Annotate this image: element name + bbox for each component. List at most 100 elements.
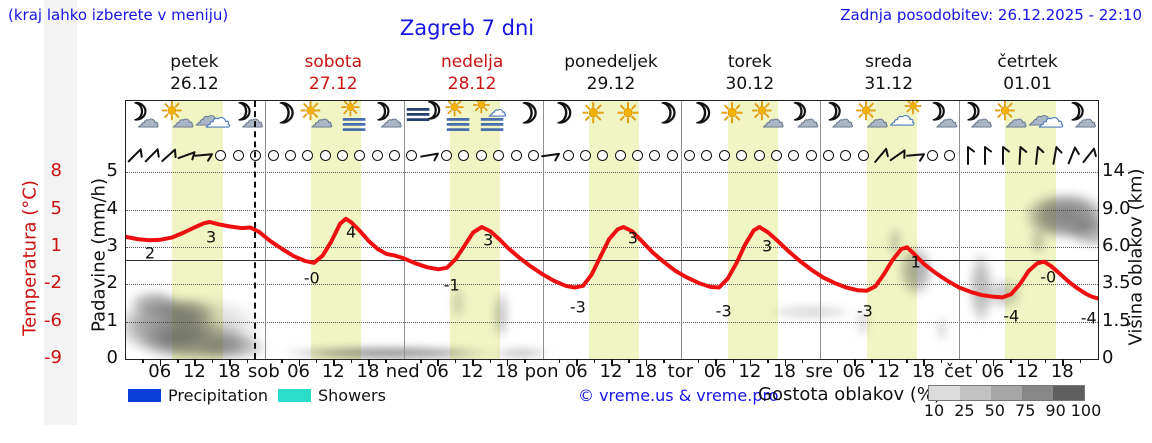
page-title: Zagreb 7 dni: [399, 16, 535, 40]
cloud-sun-icon: ☀ ☁: [888, 101, 926, 136]
x-tick: [593, 359, 596, 363]
wind-barb-icon: [541, 145, 561, 165]
left-axis-band: [44, 0, 77, 425]
x-tick: [784, 359, 787, 366]
x-tick: [645, 359, 648, 366]
sun-cloud-icon: ☀ ☁: [749, 101, 787, 136]
wind-calm-icon: [319, 150, 331, 161]
day-name-label: nedelja: [440, 52, 504, 72]
sun-cloud-icon: ☀ ☁: [853, 101, 891, 136]
x-tick: [906, 359, 908, 363]
temp-value-label: -3: [569, 297, 586, 317]
x-tick: [1079, 359, 1082, 363]
moon-glyph: ☽: [924, 100, 947, 126]
cloud-height-tick-label: 6.0: [1102, 235, 1131, 256]
precipitation-legend-swatch: [128, 389, 161, 402]
temp-value-label: 1: [910, 252, 921, 272]
colorbar-segment: [929, 386, 960, 400]
sun-glyph: ☀: [615, 100, 641, 130]
x-hour-label: 06: [842, 361, 866, 382]
grid-line: [126, 210, 1098, 211]
cloud-glyph: ☁: [796, 108, 819, 133]
x-tick: [437, 359, 439, 366]
wind-calm-icon: [389, 150, 401, 161]
temp-value-label: -3: [856, 301, 873, 321]
x-tick: [1010, 359, 1012, 363]
x-day-label: sre: [805, 361, 834, 382]
day-boundary-line: [264, 101, 266, 359]
moon-icon: ☽: [645, 101, 683, 136]
temp-tick-label: -2: [44, 272, 62, 293]
cloud-glyph: ☁: [380, 108, 403, 133]
wind-calm-icon: [441, 150, 453, 161]
x-tick: [281, 359, 283, 363]
sun-fog-icon: ☀ ≡: [437, 101, 475, 136]
moon-icon: ☽: [680, 101, 718, 136]
wind-barb-icon: [159, 145, 179, 165]
moon-glyph: ☽: [126, 100, 149, 126]
temp-value-label: -1: [443, 275, 460, 295]
x-hour-label: 06: [564, 361, 588, 382]
moon-icon: ☽: [263, 100, 301, 136]
x-tick: [489, 359, 491, 363]
sun-glyph: ☀: [580, 100, 606, 130]
fogd-glyph: ≡: [403, 100, 434, 128]
cloud-density-blob: [1030, 227, 1046, 255]
wind-barb-icon: [888, 145, 908, 165]
sun-cloud-icon: ☀ ☁: [159, 101, 197, 136]
wind-calm-icon: [614, 150, 626, 161]
moon-glyph: ☽: [270, 100, 296, 130]
x-tick: [454, 359, 457, 363]
grid-line: [126, 322, 1098, 323]
moon-cloud-icon: ☽ ☁: [819, 101, 857, 136]
temp-value-label: 3: [205, 227, 217, 247]
cloud-height-tick-label: 14: [1102, 160, 1125, 181]
day-name-label: sreda: [865, 52, 913, 72]
copyright-link[interactable]: © vreme.us & vreme.pro: [578, 386, 779, 405]
x-tick: [246, 359, 248, 363]
precip-tick-label: 3: [106, 235, 118, 256]
cloud-density-blob: [280, 346, 496, 359]
wind-calm-icon: [736, 150, 748, 161]
temp-tick-label: -9: [44, 347, 62, 368]
x-day-label: ned: [385, 361, 420, 382]
x-tick: [992, 359, 995, 366]
x-hour-label: 06: [287, 361, 311, 382]
cloud-density-blob: [856, 308, 870, 338]
moon-glyph: ☽: [230, 100, 253, 126]
x-hour-label: 06: [981, 361, 1005, 382]
day-date-label: 29.12: [586, 74, 636, 94]
x-hour-label: 18: [495, 361, 519, 382]
sun-icon: ☀: [715, 101, 753, 136]
x-tick: [506, 359, 509, 366]
sun-cloud-icon: ☀ ☁: [298, 101, 336, 136]
wind-calm-icon: [215, 150, 227, 161]
cloud-height-tick-label: 9.0: [1102, 198, 1131, 219]
x-day-label: čet: [944, 361, 973, 382]
x-tick: [1027, 359, 1030, 366]
cloud-glyph: ☁: [1027, 102, 1054, 132]
temp-value-label: -4: [1003, 306, 1020, 326]
wind-calm-icon: [805, 150, 817, 161]
cloud-density-blob: [936, 316, 948, 342]
cloud-density-label: Gostota oblakov (%): [758, 384, 942, 405]
x-hour-label: 18: [356, 361, 380, 382]
cloud-density-blob: [492, 289, 510, 341]
wind-calm-icon: [822, 150, 834, 161]
day-date-label: 30.12: [725, 74, 775, 94]
temp-tick-label: 5: [50, 198, 62, 219]
day-name-label: četrtek: [997, 52, 1058, 72]
chart-plot-area: ☽ ☁ ☀ ☁ ☁ ☁ ☽ ☁ ☽ ☀ ☁ ☀ ≡ ☽ ☁ ≡ ☽ ☀ ≡ ☀ ☁ ≡ ☽ ☽ ☀ ☀ ☽ ☽ ☀ ☀ ☁ ☽ ☁ ☽ ☁ ☀ ☁ ☀ ☁ ☽…: [125, 100, 1099, 360]
cloud-density-blob: [985, 278, 1023, 310]
wind-calm-icon: [562, 150, 574, 161]
cloudw-glyph: ☁: [889, 102, 916, 132]
x-tick: [333, 359, 335, 366]
x-tick: [611, 359, 613, 366]
moon-icon: ☽: [541, 101, 579, 136]
showers-legend-swatch: [278, 389, 311, 402]
x-hour-label: 06: [703, 361, 727, 382]
day-date-label: 01.01: [1003, 74, 1052, 94]
wind-barb-icon: [1027, 145, 1047, 165]
sun-fog-icon: ☀ ≡: [333, 101, 371, 136]
x-tick: [159, 359, 162, 366]
